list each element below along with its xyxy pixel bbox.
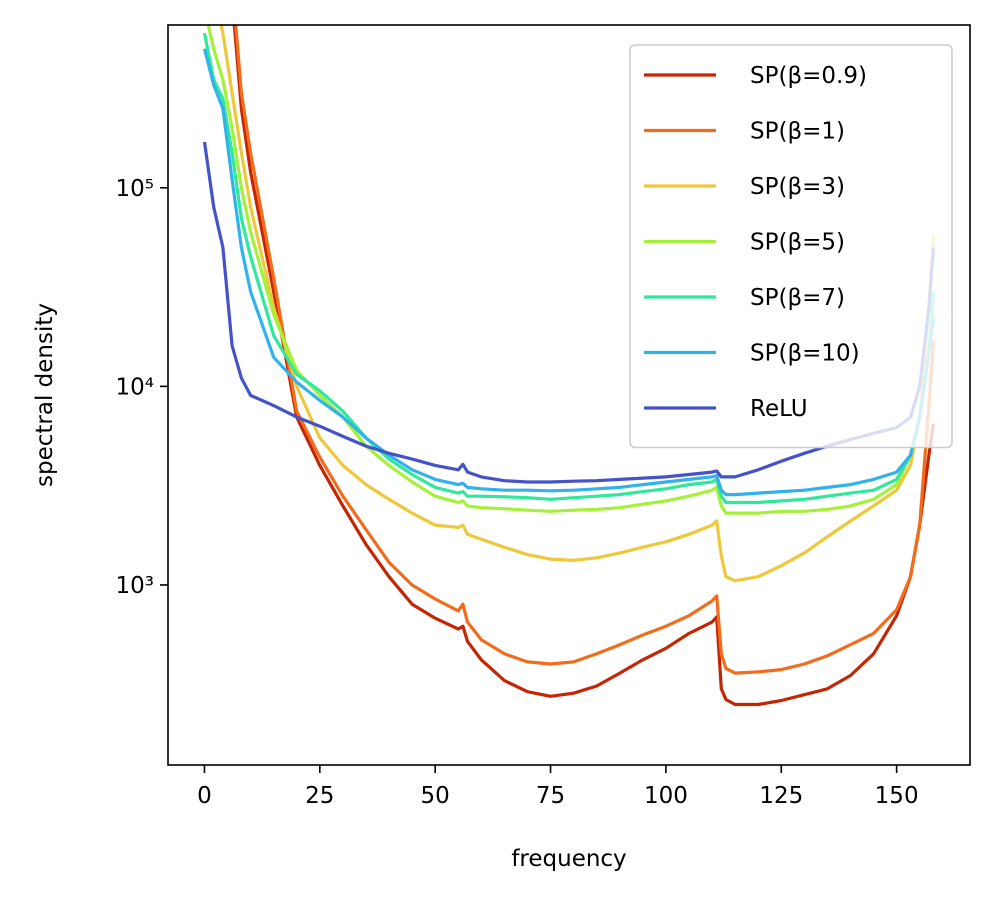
- x-tick-label: 125: [759, 783, 803, 809]
- series-line: [202, 32, 936, 505]
- plot-frame: [167, 24, 971, 766]
- series-line: [219, 25, 936, 583]
- x-tick-label: 150: [875, 783, 919, 809]
- legend-label: SP(β=0.9): [750, 63, 867, 89]
- x-tick-label: 75: [536, 783, 565, 809]
- y-axis-label: spectral density: [32, 303, 58, 487]
- legend-label: SP(β=1): [750, 119, 845, 145]
- legend-label: SP(β=3): [750, 174, 845, 200]
- x-tick-label: 25: [305, 783, 334, 809]
- x-tick-label: 50: [421, 783, 450, 809]
- x-axis-label: frequency: [511, 846, 626, 872]
- series-line: [202, 48, 936, 497]
- legend-box: [629, 44, 953, 449]
- y-tick-label: 10³: [116, 573, 155, 599]
- legend-label: SP(β=5): [750, 230, 845, 256]
- x-tick-label: 100: [644, 783, 688, 809]
- legend-label: SP(β=10): [750, 341, 860, 367]
- y-tick-label: 10⁵: [116, 176, 155, 202]
- series-line: [234, 25, 936, 675]
- x-tick-label: 0: [197, 783, 212, 809]
- series-line: [206, 25, 936, 515]
- y-tick-label: 10⁴: [116, 374, 155, 400]
- legend-label: SP(β=7): [750, 285, 845, 311]
- legend-label: ReLU: [750, 396, 808, 422]
- plot-lines: [202, 25, 936, 707]
